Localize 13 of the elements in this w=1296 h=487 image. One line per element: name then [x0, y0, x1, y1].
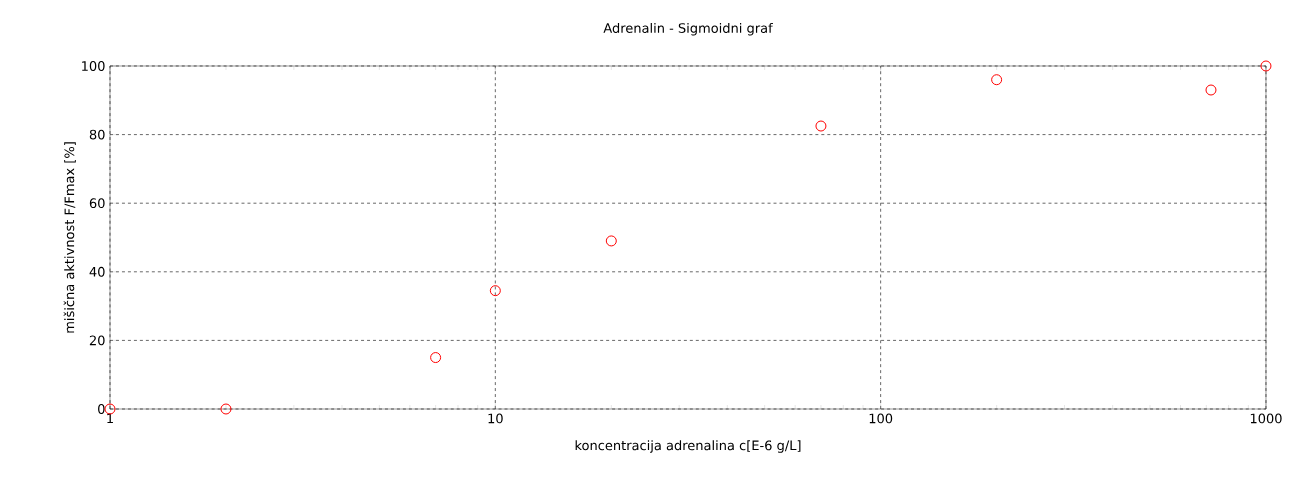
x-tick-label: 1000 — [1250, 413, 1282, 424]
y-tick-label: 0 — [98, 404, 105, 414]
y-tick-label: 40 — [89, 266, 105, 277]
y-tick-label: 20 — [89, 335, 105, 346]
x-axis-title: koncentracija adrenalina c[E-6 g/L] — [575, 440, 801, 453]
x-tick-label: 100 — [869, 413, 893, 424]
y-axis-title: mišična aktivnost F/Fmax [%] — [63, 142, 76, 333]
x-tick-label: 1 — [107, 413, 113, 424]
x-tick-label: 10 — [488, 413, 503, 424]
y-tick-label: 100 — [82, 61, 105, 71]
y-tick-label: 80 — [89, 129, 105, 140]
chart-title: Adrenalin - Sigmoidni graf — [603, 22, 773, 36]
y-tick-label: 60 — [89, 198, 105, 209]
